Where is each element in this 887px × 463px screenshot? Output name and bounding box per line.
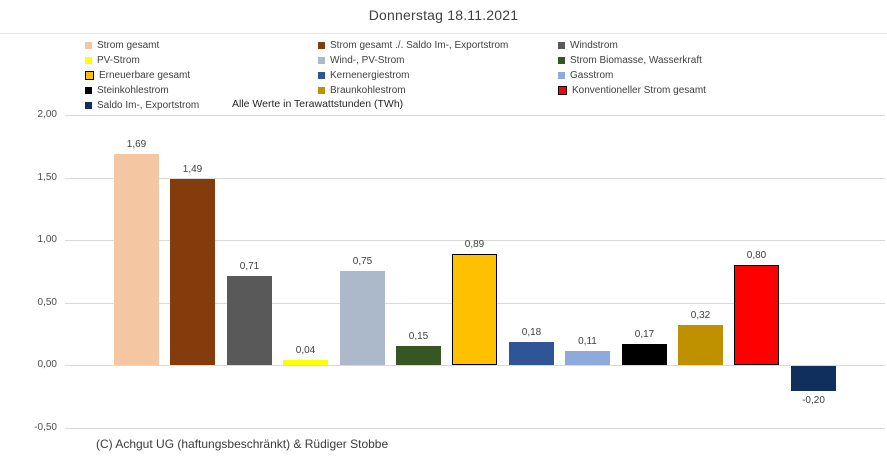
legend-item: Strom Biomasse, Wasserkraft [558, 53, 706, 68]
legend-item: Wind-, PV-Strom [318, 53, 508, 68]
legend-label: Strom gesamt [97, 40, 160, 51]
legend-swatch [85, 42, 92, 49]
bar-value-label: 0,32 [690, 310, 711, 321]
legend-label: Kernenergiestrom [330, 70, 410, 81]
bar-value-label: 1,49 [182, 164, 203, 175]
y-axis-tick-label: 1,00 [37, 234, 57, 245]
legend-label: Erneuerbare gesamt [99, 70, 191, 81]
legend-swatch [318, 42, 325, 49]
bar [340, 271, 385, 365]
legend-label: Steinkohlestrom [97, 85, 169, 96]
bar [227, 276, 272, 365]
y-axis-tick-label: 0,50 [37, 297, 57, 308]
bar-value-label: 0,18 [521, 327, 542, 338]
gridline [65, 115, 885, 116]
bar [678, 325, 723, 365]
legend-label: Strom Biomasse, Wasserkraft [570, 55, 702, 66]
legend-swatch [318, 72, 325, 79]
bar-value-label: 0,04 [295, 345, 316, 356]
legend-item: Konventioneller Strom gesamt [558, 83, 706, 98]
legend-swatch [558, 86, 567, 95]
bar-value-label: 0,71 [239, 261, 260, 272]
legend-column-2: Strom gesamt ./. Saldo Im-, Exportstrom W… [318, 38, 508, 98]
legend-swatch [85, 87, 92, 94]
bar [396, 346, 441, 365]
gridline [65, 365, 885, 366]
legend-label: Braunkohlestrom [330, 85, 406, 96]
legend-label: Wind-, PV-Strom [330, 55, 405, 66]
gridline [65, 428, 885, 429]
gridline [65, 178, 885, 179]
bar [283, 360, 328, 365]
legend-item: Braunkohlestrom [318, 83, 508, 98]
legend-swatch [85, 102, 92, 109]
legend-item: Steinkohlestrom [85, 83, 199, 98]
legend-label: PV-Strom [97, 55, 140, 66]
bar-value-label: 0,11 [578, 336, 597, 347]
legend-item: Windstrom [558, 38, 706, 53]
gridline [65, 240, 885, 241]
y-axis-tick-label: 0,00 [37, 359, 57, 370]
bar [622, 344, 667, 365]
legend-item: Strom gesamt ./. Saldo Im-, Exportstrom [318, 38, 508, 53]
copyright-footer: (C) Achgut UG (haftungsbeschränkt) & Rüd… [96, 437, 389, 451]
legend-swatch [558, 42, 565, 49]
bar [734, 265, 779, 365]
legend-label: Konventioneller Strom gesamt [572, 85, 706, 96]
legend-item: Saldo Im-, Exportstrom [85, 98, 199, 113]
bar [565, 351, 610, 365]
title-divider [0, 33, 887, 34]
legend-item: Gasstrom [558, 68, 706, 83]
legend-swatch [85, 71, 94, 80]
bar-value-label: 0,89 [464, 239, 485, 250]
bar-value-label: 0,15 [408, 331, 429, 342]
legend-label: Gasstrom [570, 70, 614, 81]
legend-swatch [318, 87, 325, 94]
legend-swatch [85, 57, 92, 64]
bar-value-label: 0,75 [352, 256, 373, 267]
unit-note: Alle Werte in Terawattstunden (TWh) [232, 98, 404, 110]
bar-value-label: -0,20 [802, 395, 825, 406]
legend-item: PV-Strom [85, 53, 199, 68]
y-axis-tick-label: -0,50 [34, 422, 57, 433]
bar [452, 254, 497, 365]
bar [509, 342, 554, 365]
legend-swatch [558, 57, 565, 64]
legend-label: Saldo Im-, Exportstrom [97, 100, 200, 111]
legend-item: Kernenergiestrom [318, 68, 508, 83]
legend-item: Erneuerbare gesamt [85, 68, 199, 83]
y-axis-tick-label: 2,00 [37, 109, 57, 120]
bar-value-label: 0,17 [634, 329, 655, 340]
chart-title: Donnerstag 18.11.2021 [368, 7, 519, 23]
bar-value-label: 1,69 [126, 139, 147, 150]
y-axis-tick-label: 1,50 [37, 172, 57, 183]
legend-swatch [558, 72, 565, 79]
legend-label: Windstrom [570, 40, 618, 51]
bar [791, 366, 836, 391]
bar [170, 179, 215, 365]
bar-value-label: 0,80 [746, 250, 767, 261]
legend-item: Strom gesamt [85, 38, 199, 53]
legend-label: Strom gesamt ./. Saldo Im-, Exportstrom [330, 40, 509, 51]
bar [114, 154, 159, 365]
legend-column-3: Windstrom Strom Biomasse, Wasserkraft Gass… [558, 38, 706, 98]
legend-swatch [318, 57, 325, 64]
legend-column-1: Strom gesamt PV-Strom Erneuerbare gesamt St… [85, 38, 199, 113]
